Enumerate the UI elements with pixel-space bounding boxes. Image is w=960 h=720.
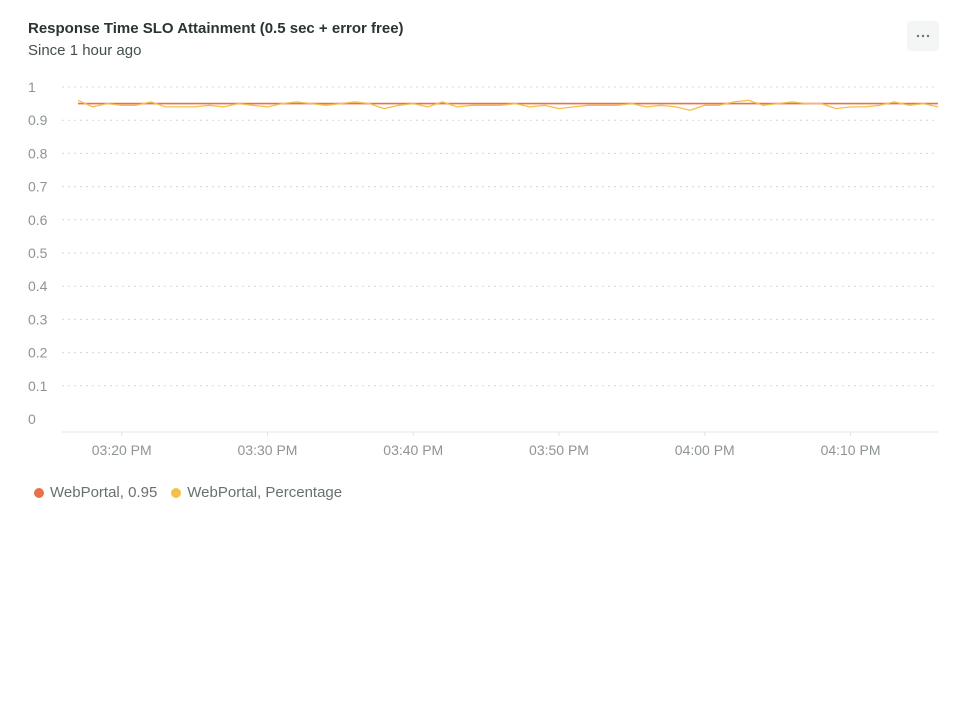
y-tick-label: 0.9 [28, 112, 48, 128]
y-tick-label: 0.6 [28, 212, 48, 228]
more-horizontal-icon [916, 34, 930, 38]
x-tick-label: 04:00 PM [675, 442, 735, 458]
legend-swatch-threshold [34, 487, 44, 498]
y-tick-label: 0 [28, 411, 36, 427]
x-tick-label: 04:10 PM [821, 442, 881, 458]
series-line-percentage [77, 99, 939, 111]
legend-label-threshold: WebPortal, 0.95 [50, 484, 158, 501]
legend-item-threshold[interactable]: WebPortal, 0.95 [34, 484, 157, 501]
chart-subtitle: Since 1 hour ago [28, 42, 142, 59]
legend-label-percentage: WebPortal, Percentage [187, 484, 343, 501]
y-tick-label: 0.1 [28, 378, 48, 394]
y-tick-label: 0.2 [28, 345, 48, 361]
y-tick-label: 0.7 [28, 179, 48, 195]
legend: WebPortal, 0.95 WebPortal, Percentage [34, 484, 356, 501]
more-options-button[interactable] [907, 21, 939, 51]
grid-lines [62, 86, 938, 433]
x-axis-ticks: 03:20 PM 03:30 PM 03:40 PM 03:50 PM 04:00 PM… [92, 432, 881, 458]
x-tick-label: 03:50 PM [529, 442, 589, 458]
chart-title: Response Time SLO Attainment (0.5 sec + … [28, 20, 404, 37]
series-lines [77, 99, 939, 111]
x-tick-label: 03:30 PM [238, 442, 298, 458]
x-tick-label: 03:20 PM [92, 442, 152, 458]
legend-item-percentage[interactable]: WebPortal, Percentage [171, 484, 342, 501]
y-tick-label: 0.5 [28, 245, 48, 261]
line-chart: 00.10.20.30.40.50.60.70.80.91 03:20 PM 03… [28, 79, 939, 458]
legend-swatch-percentage [171, 487, 182, 498]
y-axis-ticks: 0 0.1 0.2 0.3 0.4 0.5 0.6 0.7 0.8 0.9 1 [28, 79, 48, 427]
y-tick-label: 0.4 [28, 278, 48, 294]
y-tick-label: 1 [28, 79, 36, 95]
y-tick-label: 0.8 [28, 145, 48, 161]
y-tick-label: 0.3 [28, 311, 48, 327]
x-tick-label: 03:40 PM [383, 442, 443, 458]
